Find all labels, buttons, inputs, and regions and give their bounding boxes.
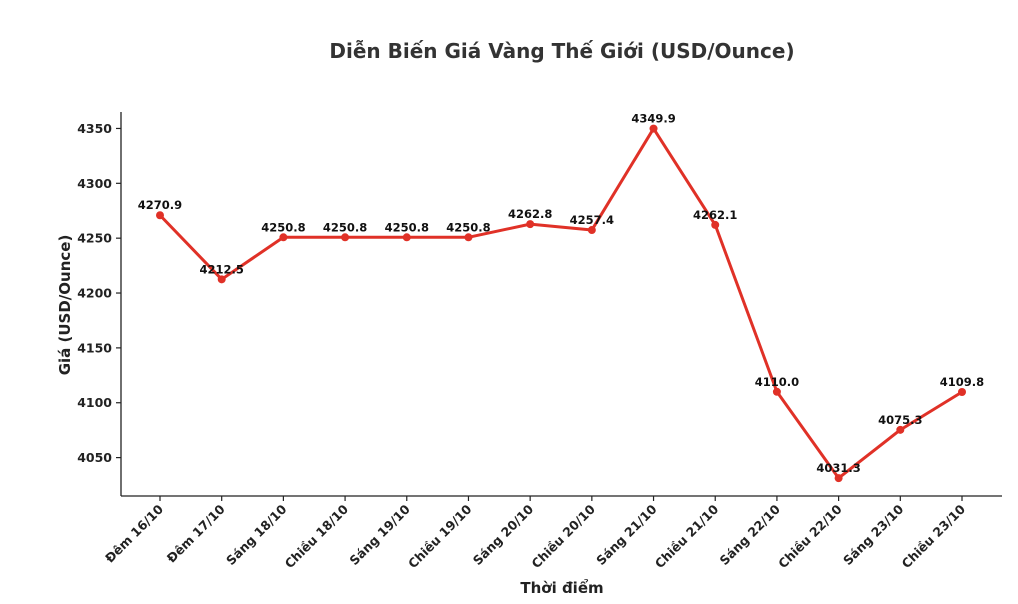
data-value-label: 4031.3: [816, 461, 860, 475]
x-tick-label: Chiều 22/10: [775, 501, 845, 571]
x-tick-label: Sáng 23/10: [840, 501, 907, 568]
x-tick-label: Chiều 21/10: [652, 501, 722, 571]
data-point: [958, 387, 966, 396]
x-tick-label: Chiều 20/10: [528, 501, 598, 571]
data-value-label: 4109.8: [940, 375, 984, 389]
x-tick-label: Sáng 20/10: [470, 501, 537, 568]
data-point: [464, 233, 473, 242]
x-tick-label: Đêm 16/10: [102, 501, 166, 565]
data-points: [156, 124, 966, 483]
price-series-line: [158, 127, 963, 480]
data-value-label: 4262.8: [508, 207, 552, 221]
data-point: [279, 233, 288, 242]
y-tick-label: 4350: [77, 121, 112, 136]
y-axis-label: Giá (USD/Ounce): [56, 235, 74, 376]
x-tick-label: Sáng 21/10: [593, 501, 660, 568]
data-labels: 4270.9 4212.5 4250.8 4250.8 4250.8 4250.8 4262…: [138, 112, 984, 476]
x-tick-label: Chiều 23/10: [899, 501, 969, 571]
x-tick-label: Sáng 22/10: [717, 501, 784, 568]
y-tick-label: 4250: [77, 231, 112, 246]
x-tick-label: Sáng 18/10: [223, 501, 290, 568]
x-tick-label: Chiều 18/10: [282, 501, 352, 571]
x-axis-label: Thời điểm: [520, 578, 603, 597]
x-tick-label: Đêm 17/10: [164, 501, 228, 565]
data-value-label: 4212.5: [199, 262, 243, 276]
data-point: [834, 474, 843, 483]
data-value-label: 4110.0: [755, 375, 799, 389]
data-value-label: 4250.8: [323, 220, 367, 234]
data-point: [587, 226, 596, 235]
data-value-label: 4075.3: [878, 413, 922, 427]
data-point: [772, 387, 781, 396]
data-point: [526, 220, 535, 229]
data-value-label: 4250.8: [385, 220, 429, 234]
data-value-label: 4270.9: [138, 198, 182, 212]
data-point: [711, 220, 720, 229]
data-point: [649, 124, 658, 133]
data-point: [217, 275, 226, 284]
data-value-label: 4262.1: [693, 208, 737, 222]
y-tick-label: 4150: [77, 340, 112, 355]
data-point: [341, 233, 350, 242]
x-tick-label: Chiều 19/10: [405, 501, 475, 571]
y-ticks: 4050 4100 4150 4200 4250 4300 4350: [77, 121, 121, 465]
y-tick-label: 4200: [77, 286, 112, 301]
y-tick-label: 4300: [77, 176, 112, 191]
data-value-label: 4257.4: [570, 213, 614, 227]
chart-title: Diễn Biến Giá Vàng Thế Giới (USD/Ounce): [329, 39, 794, 63]
data-value-label: 4349.9: [631, 112, 675, 126]
y-tick-label: 4100: [77, 395, 112, 410]
data-point: [156, 211, 164, 220]
data-value-label: 4250.8: [446, 220, 490, 234]
data-value-label: 4250.8: [261, 220, 305, 234]
data-point: [896, 425, 905, 434]
y-tick-label: 4050: [77, 450, 112, 465]
x-tick-label: Sáng 19/10: [346, 501, 413, 568]
data-point: [402, 233, 411, 242]
